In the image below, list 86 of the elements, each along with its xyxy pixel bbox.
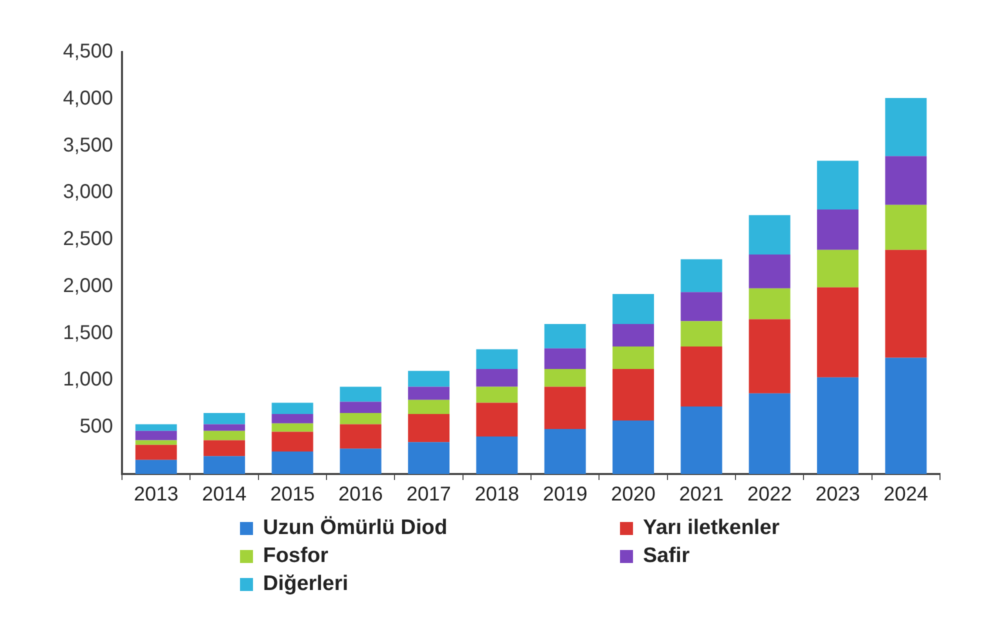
bar (885, 250, 927, 358)
bar (204, 456, 246, 474)
bar (408, 442, 450, 474)
bar (476, 436, 518, 474)
bar (817, 250, 858, 288)
bar (408, 370, 450, 387)
bar (885, 204, 927, 250)
bar (476, 402, 518, 436)
bar (204, 424, 246, 431)
bar (680, 292, 722, 322)
bar (340, 402, 382, 414)
bar (885, 358, 927, 474)
bar (272, 423, 314, 432)
x-tick-label: 2014 (202, 484, 247, 506)
y-tick-label: 4,500 (62, 40, 114, 63)
bar (612, 294, 654, 324)
bar (135, 424, 177, 431)
bar (476, 349, 518, 369)
bar (817, 377, 858, 474)
bar (408, 386, 450, 400)
bar (748, 393, 790, 474)
bar (748, 319, 790, 394)
x-tick-label: 2024 (884, 484, 928, 506)
x-tick-label: 2023 (816, 484, 860, 506)
bar (544, 324, 586, 348)
bar (885, 156, 927, 205)
bar (544, 368, 586, 387)
x-tick-label: 2021 (679, 484, 724, 506)
legend-label: Diğerleri (263, 572, 348, 596)
bar (408, 414, 450, 442)
x-tick-label: 2020 (611, 484, 656, 506)
bar (340, 424, 382, 449)
bar (135, 460, 177, 474)
x-tick-label: 2018 (474, 484, 520, 506)
bar (544, 348, 586, 369)
legend-label: Yarı iletkenler (643, 516, 780, 540)
bar (340, 413, 382, 424)
bar (204, 430, 246, 440)
bar (135, 440, 177, 445)
bar (612, 368, 654, 421)
bar (612, 324, 654, 346)
legend-label: Safir (643, 544, 690, 568)
bar (680, 259, 722, 292)
x-tick-label: 2015 (270, 484, 315, 506)
bar (748, 288, 790, 320)
bar (680, 406, 722, 474)
x-tick-label: 2016 (338, 484, 383, 506)
bar (476, 368, 518, 387)
y-tick-label: 2,000 (62, 274, 114, 297)
bar (817, 210, 858, 250)
bar (272, 451, 314, 474)
x-tick-label: 2022 (747, 484, 792, 506)
bar (272, 414, 314, 424)
x-tick-label: 2017 (406, 484, 452, 506)
bar (408, 400, 450, 414)
y-tick-label: 1,500 (62, 322, 114, 344)
bar (340, 448, 382, 474)
bar (340, 386, 382, 402)
y-tick-label: 500 (80, 416, 114, 438)
bar (680, 321, 722, 346)
bar (272, 402, 314, 414)
y-tick-label: 1,000 (62, 368, 114, 391)
bar (885, 98, 927, 156)
legend-label: Uzun Ömürlü Diod (263, 516, 448, 540)
bar (544, 428, 586, 474)
y-tick-label: 2,500 (62, 228, 114, 250)
x-tick-label: 2019 (542, 484, 588, 506)
y-tick-label: 4,000 (62, 87, 114, 110)
bar (817, 160, 858, 210)
bar (748, 254, 790, 288)
bar (680, 346, 722, 406)
x-tick-label: 2013 (134, 484, 178, 506)
bar (272, 432, 314, 452)
y-tick-label: 3,000 (62, 181, 114, 204)
legend-label: Fosfor (263, 544, 328, 568)
bar (135, 430, 177, 440)
bar (204, 440, 246, 456)
bar (135, 444, 177, 460)
bar (204, 413, 246, 424)
bar (476, 386, 518, 403)
bar (612, 420, 654, 474)
bar (817, 287, 858, 378)
bar (544, 386, 586, 429)
bar (748, 215, 790, 255)
y-tick-label: 3,500 (62, 134, 114, 156)
bar (612, 346, 654, 369)
